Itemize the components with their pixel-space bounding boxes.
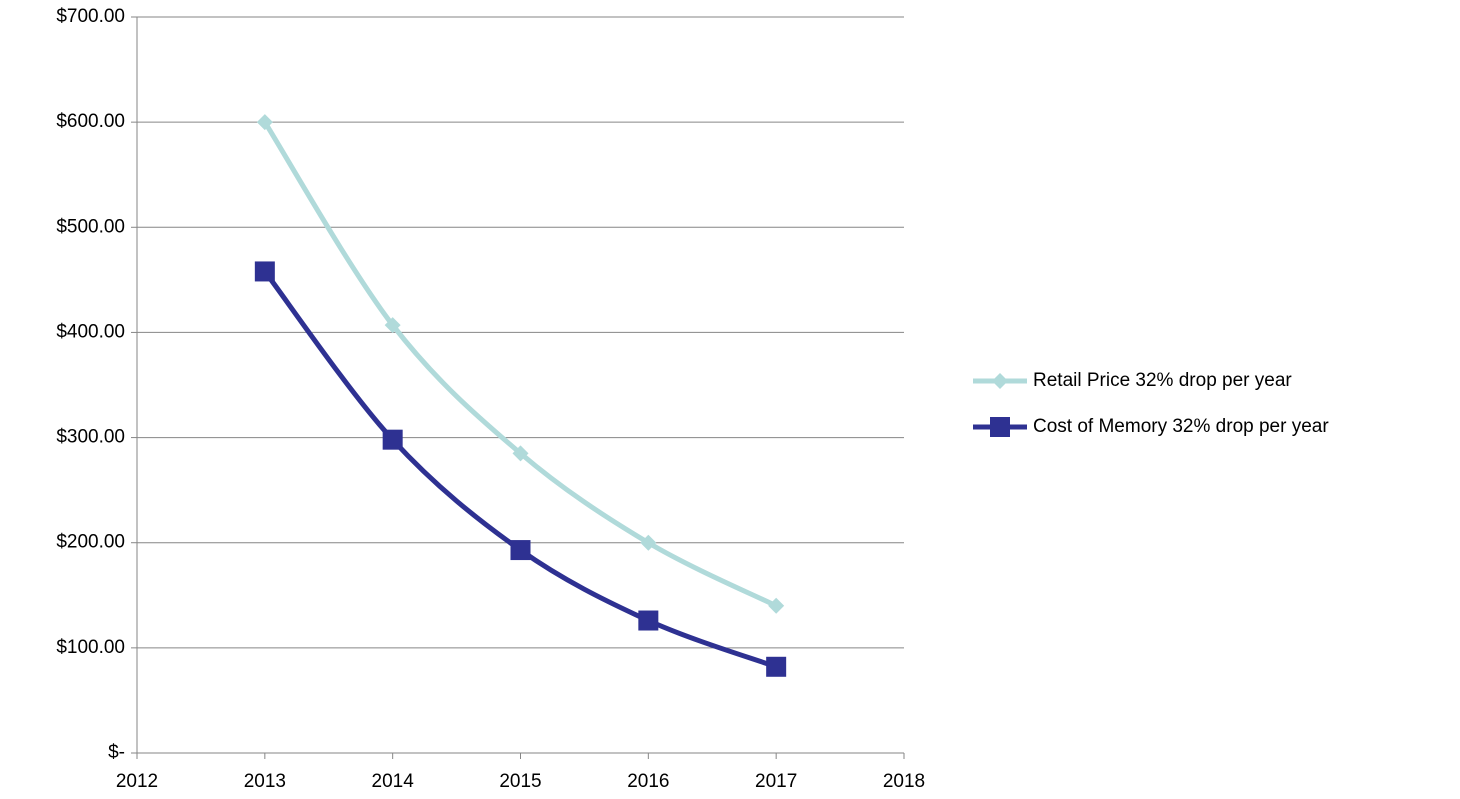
y-tick-label: $500.00 — [56, 216, 125, 237]
data-point — [256, 114, 273, 131]
y-tick-label: $200.00 — [56, 532, 125, 553]
y-tick-label: $600.00 — [56, 111, 125, 132]
data-point — [254, 261, 275, 282]
x-tick-label: 2018 — [883, 771, 925, 792]
data-point — [382, 429, 403, 450]
y-tick-label: $400.00 — [56, 321, 125, 342]
legend-label: Cost of Memory 32% drop per year — [1033, 416, 1329, 437]
y-tick-label: $100.00 — [56, 637, 125, 658]
data-point — [512, 445, 529, 462]
legend-label: Retail Price 32% drop per year — [1033, 370, 1292, 391]
x-tick-label: 2015 — [499, 771, 541, 792]
series-line — [262, 120, 778, 609]
x-tick-label: 2012 — [116, 771, 158, 792]
legend-marker — [990, 417, 1010, 437]
legend-marker — [992, 373, 1008, 389]
y-tick-label: $- — [108, 742, 125, 763]
data-point — [638, 610, 659, 631]
data-point — [768, 597, 785, 614]
data-point — [766, 656, 787, 677]
series-line — [262, 269, 778, 670]
y-tick-label: $700.00 — [56, 6, 125, 27]
y-tick-label: $300.00 — [56, 427, 125, 448]
x-tick-label: 2013 — [244, 771, 286, 792]
data-point — [384, 317, 401, 334]
data-point — [640, 534, 657, 551]
x-tick-label: 2014 — [372, 771, 415, 792]
x-tick-label: 2017 — [755, 771, 797, 792]
x-tick-label: 2016 — [627, 771, 669, 792]
data-point — [510, 540, 531, 561]
